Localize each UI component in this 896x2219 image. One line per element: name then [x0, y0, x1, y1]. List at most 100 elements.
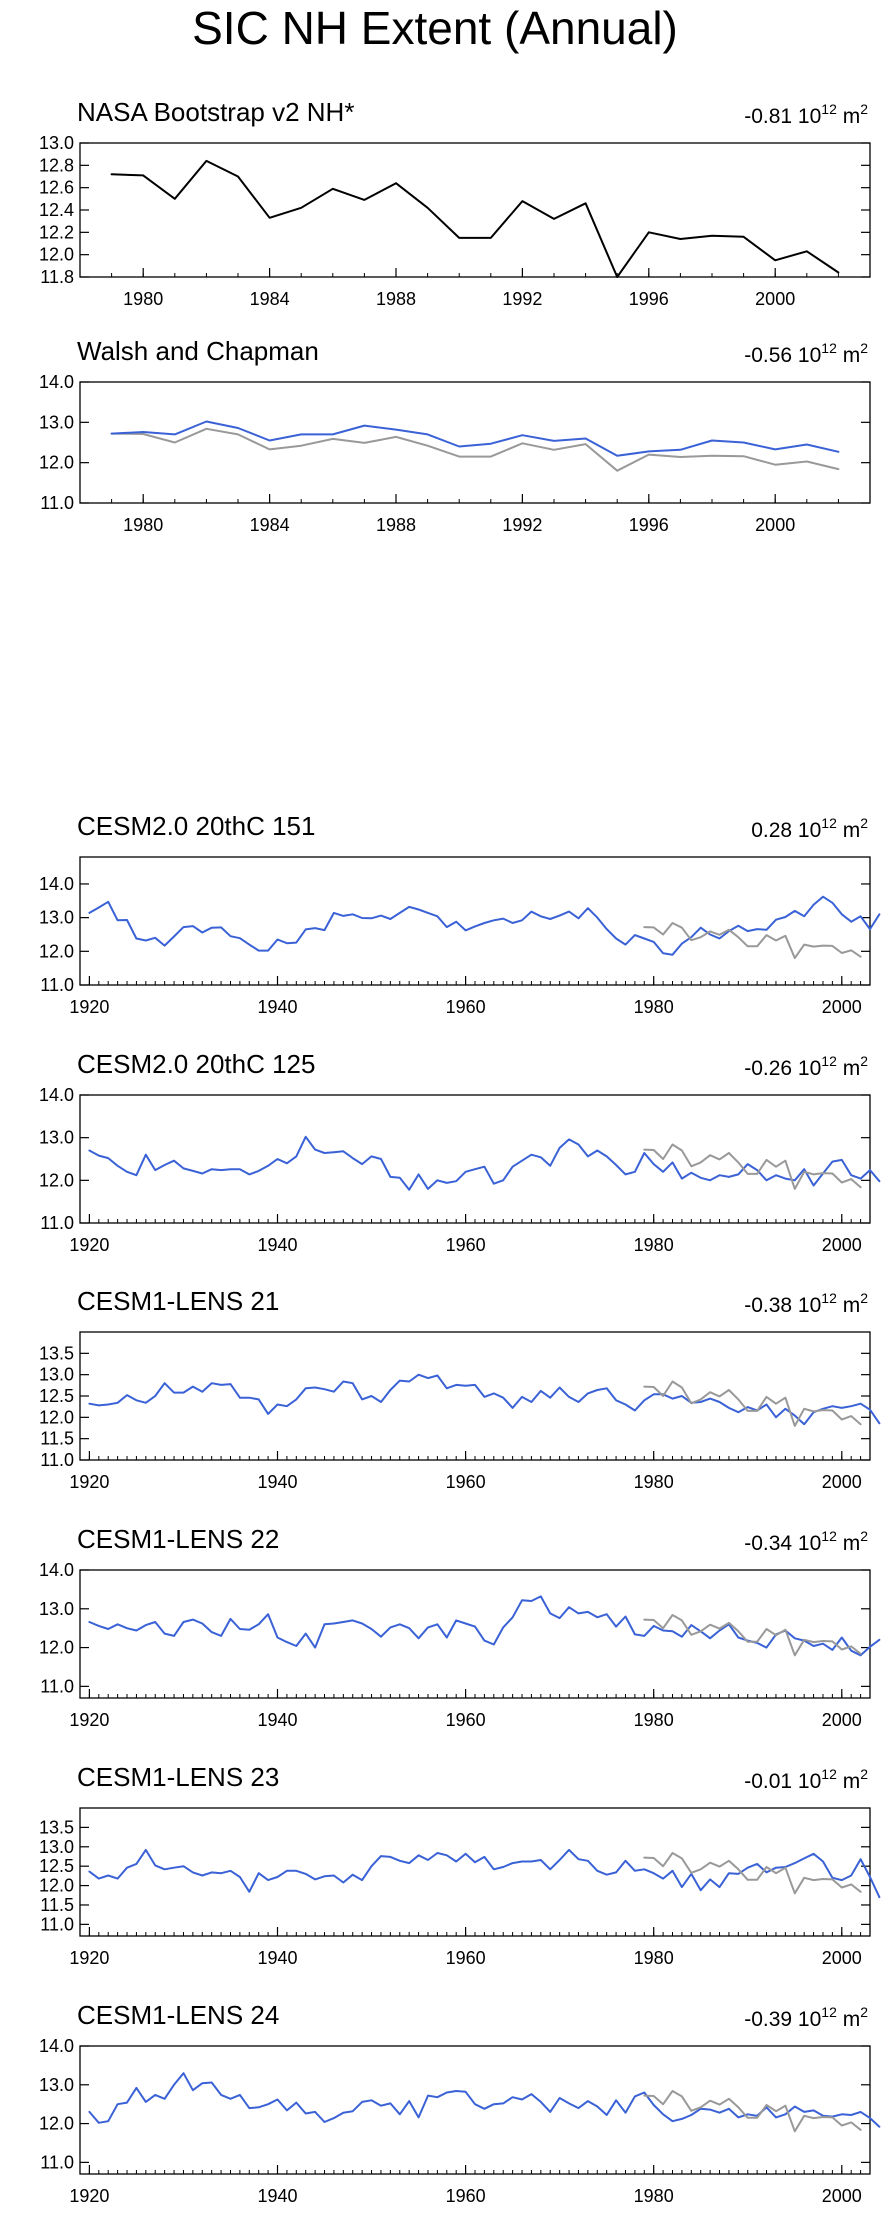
y-tick-label: 11.8	[40, 267, 74, 287]
y-tick-label: 14.0	[39, 1085, 74, 1105]
x-tick-label: 1992	[502, 289, 542, 309]
x-tick-label: 1940	[257, 2186, 297, 2206]
y-tick-label: 11.0	[40, 2152, 74, 2172]
trend-label: -0.56 1012 m2	[744, 340, 868, 367]
trend-unit-exponent: 2	[860, 340, 868, 356]
trend-exponent: 12	[821, 101, 837, 117]
panel-3: CESM2.0 20thC 151 0.28 1012 m2 11.0 12.0 13.…	[39, 811, 881, 1017]
x-tick-label: 2000	[822, 997, 862, 1017]
x-tick-label: 1980	[634, 997, 674, 1017]
y-tick-label: 12.4	[39, 200, 74, 220]
x-tick-label: 1920	[69, 1948, 109, 1968]
trend-label: -0.81 1012 m2	[744, 101, 868, 128]
x-tick-label: 1940	[257, 1235, 297, 1255]
series-line	[110, 159, 840, 278]
trend-value: -0.56 10	[744, 344, 821, 367]
trend-unit-exponent: 2	[860, 815, 868, 831]
panel-title: Walsh and Chapman	[77, 336, 319, 366]
trend-unit-exponent: 2	[860, 101, 868, 117]
x-tick-label: 1920	[69, 997, 109, 1017]
trend-unit-exponent: 2	[860, 2004, 868, 2020]
panels: NASA Bootstrap v2 NH* -0.81 1012 m211.812…	[39, 97, 881, 2206]
x-tick-label: 1960	[446, 1948, 486, 1968]
y-tick-label: 13.0	[39, 1365, 74, 1385]
panel-title: CESM2.0 20thC 125	[77, 1049, 315, 1079]
x-tick-label: 1992	[502, 515, 542, 535]
trend-label: -0.34 1012 m2	[744, 1528, 868, 1555]
trend-exponent: 12	[821, 1290, 837, 1306]
trend-value: -0.26 10	[744, 1057, 821, 1080]
series-line	[643, 1143, 862, 1190]
y-tick-label: 11.5	[40, 1429, 74, 1449]
y-tick-label: 11.0	[40, 1213, 74, 1233]
y-tick-label: 12.0	[39, 941, 74, 961]
y-tick-label: 11.5	[40, 1895, 74, 1915]
series-line	[88, 895, 881, 956]
x-tick-label: 1988	[376, 515, 416, 535]
series-line	[88, 1135, 881, 1191]
y-tick-label: 12.2	[39, 222, 74, 242]
panel-4: CESM2.0 20thC 125 -0.26 1012 m2 11.0 12.0 13…	[39, 1049, 881, 1255]
y-tick-label: 13.0	[39, 1837, 74, 1857]
series-line	[643, 2090, 862, 2133]
x-tick-label: 1980	[123, 515, 163, 535]
trend-value: -0.38 10	[744, 1294, 821, 1317]
panel-8: CESM1-LENS 24 -0.39 1012 m2 11.0 12.0 13.0 14…	[39, 2000, 881, 2206]
y-tick-label: 13.0	[39, 2075, 74, 2095]
x-tick-label: 1960	[446, 1235, 486, 1255]
x-tick-label: 1960	[446, 997, 486, 1017]
y-tick-label: 12.0	[39, 245, 74, 265]
trend-unit-exponent: 2	[860, 1290, 868, 1306]
y-tick-label: 13.0	[39, 1128, 74, 1148]
y-tick-label: 11.0	[40, 493, 74, 513]
panel-6: CESM1-LENS 22 -0.34 1012 m2 11.0 12.0 13.0 14…	[39, 1524, 881, 1730]
panel-title: CESM2.0 20thC 151	[77, 811, 315, 841]
y-tick-label: 11.0	[40, 1914, 74, 1934]
y-tick-label: 13.0	[39, 1599, 74, 1619]
y-tick-label: 14.0	[39, 1560, 74, 1580]
x-tick-label: 1940	[257, 1948, 297, 1968]
x-tick-label: 2000	[822, 1472, 862, 1492]
panel-title: CESM1-LENS 21	[77, 1286, 279, 1316]
series-line	[110, 420, 840, 457]
series-line	[643, 1614, 862, 1657]
y-tick-label: 12.0	[39, 453, 74, 473]
trend-label: -0.26 1012 m2	[744, 1053, 868, 1080]
plot-frame	[79, 381, 871, 504]
trend-exponent: 12	[821, 815, 837, 831]
x-tick-label: 1980	[634, 1235, 674, 1255]
x-tick-label: 1960	[446, 1472, 486, 1492]
trend-label: -0.39 1012 m2	[744, 2004, 868, 2031]
y-tick-label: 12.0	[39, 1876, 74, 1896]
trend-label: 0.28 1012 m2	[751, 815, 868, 842]
trend-value: -0.81 10	[744, 105, 821, 128]
trend-exponent: 12	[821, 1766, 837, 1782]
trend-unit: m	[837, 2008, 860, 2031]
trend-unit: m	[837, 1532, 860, 1555]
trend-label: -0.01 1012 m2	[744, 1766, 868, 1793]
trend-label: -0.38 1012 m2	[744, 1290, 868, 1317]
x-tick-label: 1960	[446, 1710, 486, 1730]
x-tick-label: 1996	[629, 515, 669, 535]
x-tick-label: 1940	[257, 1710, 297, 1730]
x-tick-label: 2000	[755, 515, 795, 535]
trend-unit: m	[837, 105, 860, 128]
panel-5: CESM1-LENS 21 -0.38 1012 m211.011.512.012…	[39, 1286, 881, 1492]
series-line	[643, 1852, 862, 1895]
x-tick-label: 2000	[822, 1710, 862, 1730]
trend-unit-exponent: 2	[860, 1053, 868, 1069]
x-tick-label: 2000	[822, 2186, 862, 2206]
y-tick-label: 12.0	[39, 1638, 74, 1658]
y-tick-label: 14.0	[39, 2036, 74, 2056]
x-tick-label: 1980	[634, 1710, 674, 1730]
panel-title: CESM1-LENS 24	[77, 2000, 279, 2030]
y-tick-label: 12.8	[39, 155, 74, 175]
figure-title: SIC NH Extent (Annual)	[192, 2, 678, 54]
x-tick-label: 1984	[250, 289, 290, 309]
panel-1: NASA Bootstrap v2 NH* -0.81 1012 m211.812…	[39, 97, 871, 309]
panel-title: CESM1-LENS 23	[77, 1762, 279, 1792]
trend-unit: m	[837, 1294, 860, 1317]
x-tick-label: 2000	[822, 1235, 862, 1255]
y-tick-label: 11.0	[40, 975, 74, 995]
